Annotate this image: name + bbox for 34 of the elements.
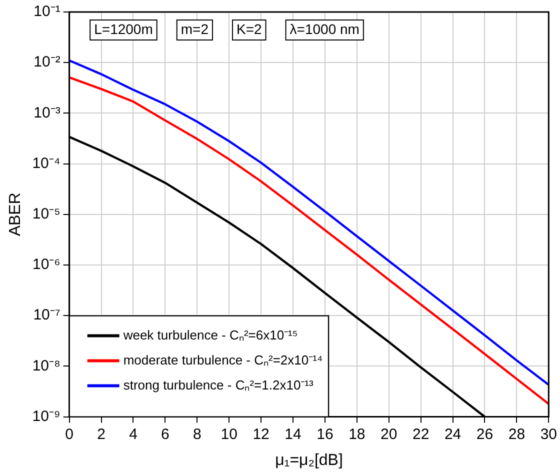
y-tick-label: 10⁻⁵: [32, 206, 60, 223]
x-tick-label: 6: [161, 426, 170, 443]
x-tick-label: 8: [192, 426, 202, 443]
y-tick-label: 10⁻⁶: [32, 256, 60, 274]
x-tick-label: 12: [252, 426, 270, 443]
x-tick-label: 16: [316, 426, 334, 443]
x-tick-label: 4: [129, 426, 138, 443]
y-tick-label: 10⁻³: [34, 104, 60, 122]
x-axis-title: μ₁=μ₂[dB]: [275, 452, 343, 469]
x-tick-label: 24: [444, 426, 462, 443]
y-tick-label: 10⁻²: [34, 54, 60, 71]
x-tick-label: 14: [284, 426, 302, 443]
x-tick-label: 26: [476, 426, 494, 443]
y-axis-title: ABER: [7, 192, 24, 236]
y-tick-label: 10⁻¹: [34, 3, 60, 20]
x-tick-label: 2: [97, 426, 106, 443]
legend-label: strong turbulence - Cₙ²=1.2x10⁻¹³: [123, 377, 314, 392]
legend-label: week turbulence - Cₙ²=6x10⁻¹⁵: [122, 327, 298, 342]
x-tick-label: 30: [540, 426, 557, 443]
x-tick-label: 28: [508, 426, 526, 443]
x-tick-label: 20: [380, 426, 398, 443]
annotation: L=1200m: [94, 20, 153, 37]
annotation: K=2: [236, 20, 262, 37]
y-tick-label: 10⁻⁴: [32, 154, 60, 172]
legend-label: moderate turbulence - Cₙ²=2x10⁻¹⁴: [123, 352, 323, 368]
x-tick-label: 10: [220, 426, 238, 443]
x-tick-label: 18: [348, 426, 366, 443]
y-tick-label: 10⁻⁷: [33, 306, 60, 324]
annotation: m=2: [180, 20, 209, 37]
x-tick-label: 22: [412, 426, 430, 443]
y-tick-label: 10⁻⁹: [32, 408, 60, 425]
annotation: λ=1000 nm: [290, 20, 360, 37]
y-tick-label: 10⁻⁸: [32, 357, 60, 374]
x-tick-label: 0: [65, 426, 74, 443]
